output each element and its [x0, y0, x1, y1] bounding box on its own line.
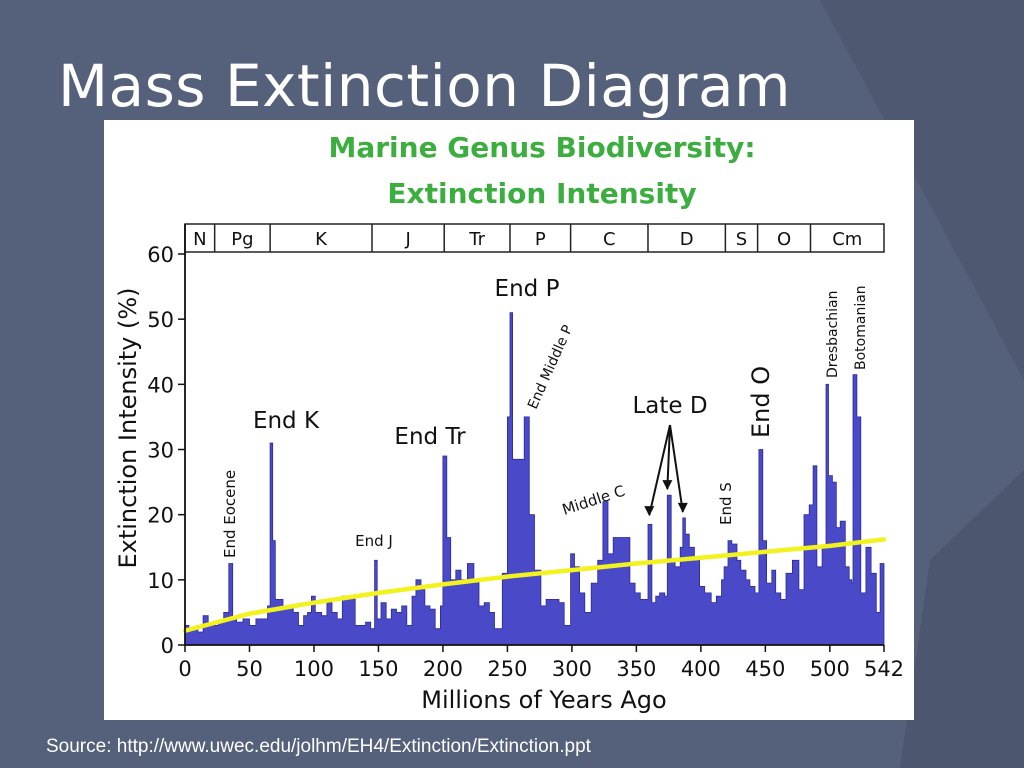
- extinction-chart: Marine Genus Biodiversity: Extinction In…: [114, 131, 904, 714]
- period-label-n: N: [193, 229, 206, 250]
- y-axis-label: Extinction Intensity (%): [114, 287, 142, 568]
- annotation-end-k: End K: [253, 408, 320, 434]
- annotation-end-o: End O: [747, 366, 775, 438]
- annotation-end-tr: End Tr: [394, 424, 466, 450]
- x-tick-label: 150: [358, 657, 398, 681]
- extinction-bars: [184, 312, 885, 646]
- axes: 0 10 20 30 40 50 60 0 50 100 150 200 250 300 350 400 450…: [147, 224, 904, 681]
- annotation-end-middle-p: End Middle P: [525, 323, 576, 412]
- x-tick-label: 250: [487, 657, 527, 681]
- late-d-arrow: [669, 424, 684, 513]
- annotation-middle-c: Middle C: [560, 482, 627, 519]
- annotation-end-eocene: End Eocene: [221, 470, 239, 558]
- arrowhead: [677, 502, 688, 513]
- x-tick-label: 350: [616, 657, 656, 681]
- period-label-cm: Cm: [832, 229, 862, 250]
- event-annotations: End Eocene End K End J End Tr End P End Middl…: [221, 276, 869, 558]
- period-bar-frame: [184, 223, 885, 253]
- x-tick-label: 300: [552, 657, 592, 681]
- annotation-botomanian: Botomanian: [853, 285, 869, 370]
- period-label-j: J: [404, 229, 410, 250]
- period-label-d: D: [680, 229, 694, 250]
- y-tick-label: 20: [147, 504, 174, 528]
- period-label-p: P: [535, 229, 546, 250]
- annotation-late-d: Late D: [632, 393, 707, 419]
- period-label-k: K: [315, 229, 328, 250]
- y-tick-label: 60: [147, 243, 174, 267]
- x-tick-label: 100: [294, 657, 334, 681]
- late-d-arrow: [666, 424, 671, 490]
- y-tick-label: 30: [147, 439, 174, 463]
- arrowhead: [644, 506, 655, 517]
- source-citation: Source: http://www.uwec.edu/jolhm/EH4/Ex…: [46, 736, 591, 757]
- period-label-c: C: [603, 229, 616, 250]
- y-tick-label: 50: [147, 308, 174, 332]
- y-tick-label: 40: [147, 373, 174, 397]
- arrowhead: [662, 480, 673, 491]
- x-tick-label: 400: [681, 657, 721, 681]
- slide-title: Mass Extinction Diagram: [58, 52, 791, 120]
- x-tick-label: 0: [178, 657, 191, 681]
- annotation-end-p: End P: [495, 276, 560, 302]
- period-label-tr: Tr: [468, 229, 485, 250]
- chart-title: Marine Genus Biodiversity:: [328, 131, 755, 164]
- chart-image: Marine Genus Biodiversity: Extinction In…: [104, 120, 914, 720]
- x-tick-label: 450: [745, 657, 785, 681]
- x-tick-label: 542: [864, 657, 904, 681]
- period-label-pg: Pg: [231, 229, 253, 250]
- y-tick-label: 10: [147, 569, 174, 593]
- annotation-dresbachian: Dresbachian: [825, 290, 841, 378]
- period-label-o: O: [777, 229, 791, 250]
- x-tick-label: 500: [810, 657, 850, 681]
- x-axis-label: Millions of Years Ago: [421, 686, 666, 714]
- annotation-end-s: End S: [717, 482, 735, 525]
- period-label-s: S: [736, 229, 747, 250]
- y-tick-label: 0: [161, 634, 174, 658]
- chart-subtitle: Extinction Intensity: [387, 177, 696, 210]
- plot-area: [182, 312, 887, 646]
- x-tick-label: 200: [423, 657, 463, 681]
- x-tick-label: 50: [236, 657, 263, 681]
- annotation-end-j: End J: [355, 532, 393, 550]
- late-d-arrow: [648, 424, 671, 516]
- trend-line: [182, 537, 887, 633]
- geologic-period-bar: N Pg K J Tr P C D S O Cm: [184, 223, 885, 253]
